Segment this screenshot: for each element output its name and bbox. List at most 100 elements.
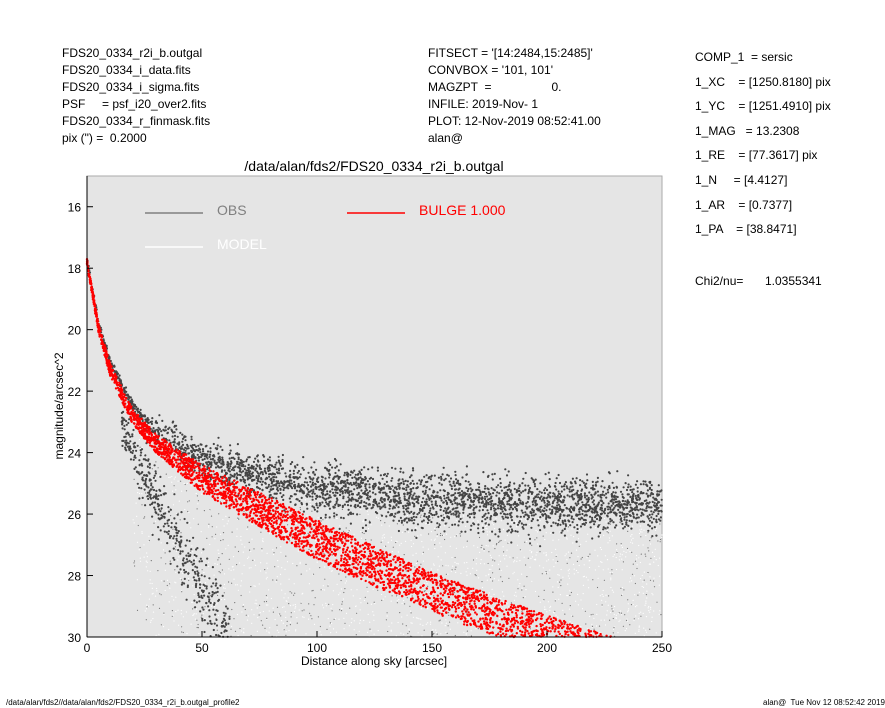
obs-point — [198, 595, 201, 599]
obs-point — [440, 483, 443, 486]
obs-point — [154, 470, 157, 473]
obs-point-faint — [661, 536, 663, 538]
obs-point — [578, 513, 582, 516]
obs-point-faint — [470, 590, 472, 592]
obs-point-faint — [609, 571, 611, 574]
obs-point-faint — [338, 618, 340, 620]
obs-point — [651, 513, 654, 516]
obs-point-faint — [444, 625, 446, 627]
obs-point-faint — [397, 596, 399, 598]
obs-point — [482, 526, 485, 530]
obs-point — [193, 443, 196, 447]
obs-point — [316, 495, 319, 498]
obs-point-faint — [209, 509, 211, 511]
obs-point-faint — [396, 602, 398, 604]
obs-point-faint — [507, 542, 509, 544]
obs-point-faint — [580, 625, 582, 628]
obs-point — [380, 496, 383, 499]
obs-point — [372, 503, 375, 506]
obs-point-faint — [519, 560, 521, 562]
obs-point — [236, 443, 239, 446]
obs-point-faint — [339, 609, 341, 611]
obs-point-faint — [416, 560, 419, 562]
obs-point-faint — [258, 583, 260, 585]
obs-point-faint — [250, 586, 252, 588]
obs-point-faint — [604, 517, 606, 520]
obs-point-faint — [450, 536, 452, 538]
obs-point-faint — [192, 551, 194, 553]
obs-point — [255, 463, 258, 466]
obs-point-faint — [181, 626, 183, 628]
obs-point-faint — [281, 567, 283, 569]
obs-point-faint — [503, 595, 505, 597]
obs-point-faint — [568, 568, 570, 570]
obs-point — [328, 468, 331, 472]
obs-point-faint — [454, 568, 456, 570]
obs-point — [365, 489, 368, 492]
obs-point-faint — [175, 596, 177, 598]
obs-point-faint — [622, 525, 624, 528]
obs-point — [339, 493, 342, 497]
obs-point — [334, 466, 337, 469]
obs-point — [278, 461, 281, 464]
obs-point-faint — [517, 579, 519, 581]
obs-point-faint — [572, 615, 574, 617]
obs-point — [398, 487, 401, 490]
obs-point — [505, 474, 509, 477]
obs-point-faint — [513, 571, 515, 573]
obs-point — [542, 510, 546, 513]
obs-point-faint — [631, 573, 634, 575]
obs-point — [164, 429, 167, 432]
obs-point — [653, 526, 656, 529]
obs-point — [624, 500, 627, 503]
obs-point-faint — [575, 600, 577, 602]
obs-point-faint — [497, 563, 500, 565]
obs-point — [445, 501, 449, 504]
obs-point — [570, 482, 573, 485]
obs-point-faint — [395, 540, 397, 542]
obs-point-faint — [239, 562, 241, 564]
obs-point — [484, 512, 487, 515]
obs-point — [581, 501, 584, 504]
obs-point — [318, 502, 321, 505]
obs-point — [590, 493, 593, 496]
obs-point-faint — [562, 576, 564, 578]
obs-point — [649, 494, 652, 497]
obs-point — [483, 503, 486, 506]
obs-point-faint — [539, 551, 541, 553]
obs-point — [411, 496, 414, 499]
obs-point-faint — [265, 578, 267, 580]
obs-point-faint — [578, 545, 580, 547]
obs-point-faint — [636, 554, 638, 557]
obs-point-faint — [439, 542, 441, 544]
obs-point-faint — [619, 619, 621, 621]
obs-point-faint — [143, 544, 145, 546]
obs-point-faint — [377, 589, 379, 591]
obs-point-faint — [168, 476, 170, 478]
obs-point — [583, 514, 586, 517]
obs-point-faint — [542, 600, 544, 602]
obs-point — [612, 491, 615, 494]
obs-point — [466, 498, 469, 501]
obs-point — [388, 487, 391, 490]
obs-point-faint — [615, 617, 617, 619]
obs-point-faint — [149, 579, 151, 581]
obs-point-faint — [325, 602, 327, 604]
obs-point — [459, 483, 462, 486]
obs-point — [583, 504, 587, 507]
obs-point — [651, 535, 654, 538]
obs-point — [589, 521, 592, 524]
obs-point-faint — [649, 611, 651, 613]
obs-point-faint — [624, 614, 626, 616]
obs-point — [604, 527, 607, 530]
obs-point-faint — [218, 552, 220, 555]
obs-point — [651, 527, 654, 530]
obs-point-faint — [620, 522, 622, 524]
obs-point — [257, 460, 260, 463]
obs-point-faint — [534, 590, 537, 593]
obs-point — [532, 511, 535, 514]
obs-point — [216, 444, 219, 447]
obs-point-faint — [293, 594, 295, 596]
obs-point — [154, 479, 157, 482]
